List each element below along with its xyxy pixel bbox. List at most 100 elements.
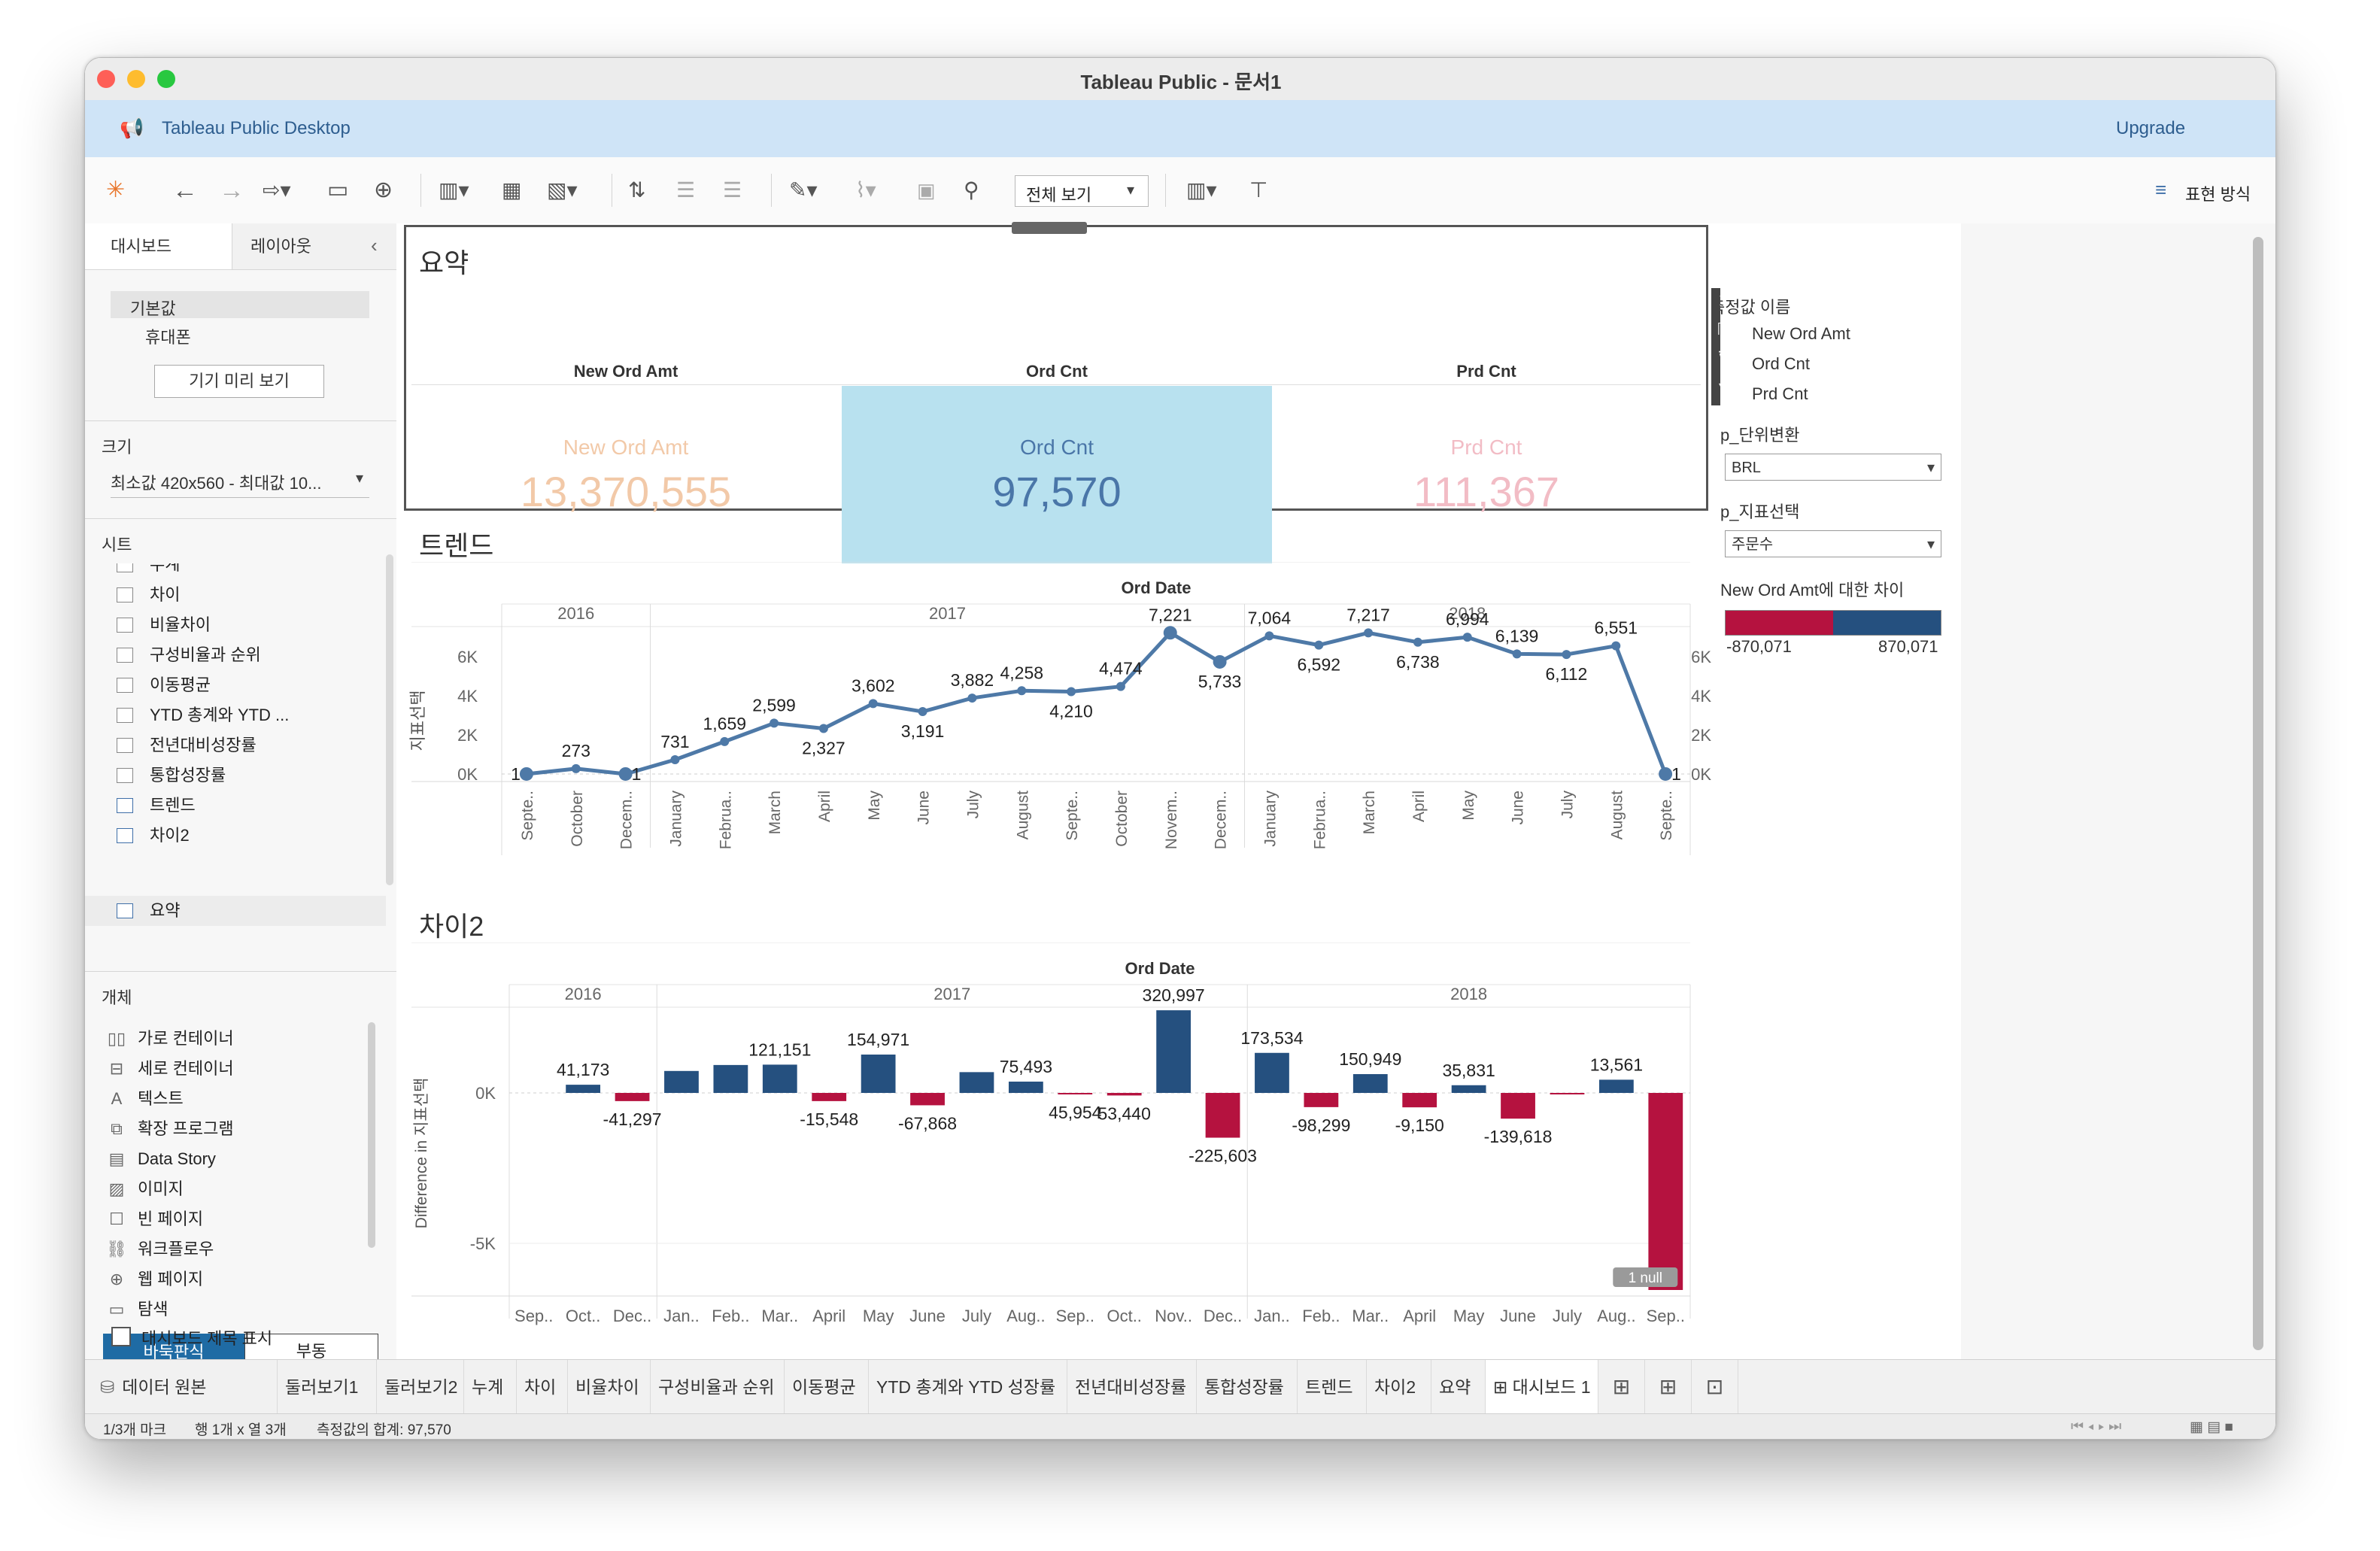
sheets-scrollbar[interactable] xyxy=(386,554,393,885)
add-data-source-icon[interactable]: ⊕ xyxy=(374,178,393,202)
tab-label: 요약 xyxy=(1439,1377,1471,1397)
sheet-item[interactable]: 구성비율과 순위 xyxy=(117,640,261,670)
sheet-item[interactable]: 누계 xyxy=(117,563,180,580)
sheet-tab[interactable]: 둘러보기2 xyxy=(377,1360,464,1414)
close-window-button[interactable] xyxy=(97,70,115,88)
sheet-tab[interactable]: 통합성장률 xyxy=(1197,1360,1298,1414)
zoom-window-button[interactable] xyxy=(157,70,175,88)
legend-item[interactable]: New Ord Amt xyxy=(1752,324,1850,343)
sheet-tab[interactable]: 트렌드 xyxy=(1298,1360,1367,1414)
minimize-window-button[interactable] xyxy=(127,70,145,88)
legend-item[interactable]: Ord Cnt xyxy=(1752,354,1811,373)
sheet-tab[interactable]: 누계 xyxy=(464,1360,517,1414)
sheet-tab[interactable]: 전년대비성장률 xyxy=(1067,1360,1197,1414)
sheet-tab[interactable]: YTD 총계와 YTD 성장률 xyxy=(869,1360,1067,1414)
replay-icon[interactable]: ⇨▾ xyxy=(263,178,291,202)
swap-icon[interactable]: ⇅ xyxy=(628,178,646,202)
highlight-icon[interactable]: ✎▾ xyxy=(789,178,818,202)
unit-param-label: p_단위변환 xyxy=(1720,426,1800,445)
sheet-tab[interactable]: 요약 xyxy=(1431,1360,1486,1414)
x-tick-label: March xyxy=(1361,791,1378,834)
sort-ascending-icon[interactable]: ☰ xyxy=(676,178,696,202)
new-story-icon[interactable]: ⊡ xyxy=(1692,1360,1738,1414)
trend-line-chart[interactable]: Ord Date 2016 2017 2018 0K 0K 2K 2K 4K 4K 6K 6K 지표선택… xyxy=(396,562,1720,893)
presentation-mode-icon[interactable]: ⊤ xyxy=(1249,178,1268,202)
kpi-value-prd-cnt[interactable]: 111,367 xyxy=(1413,468,1560,515)
legend-item[interactable]: Prd Cnt xyxy=(1752,384,1808,403)
sheet-item[interactable]: YTD 총계와 YTD ... xyxy=(117,700,289,730)
horizontal-container-icon: ▯▯ xyxy=(107,1029,126,1048)
tab-label: 둘러보기2 xyxy=(384,1377,458,1397)
year-label: 2018 xyxy=(1450,985,1487,1003)
sheet-item[interactable]: 차이2 xyxy=(117,821,190,851)
tab-dashboard[interactable]: 대시보드 xyxy=(85,223,232,270)
metric-param-select[interactable]: 주문수 xyxy=(1725,530,1941,558)
object-data-story[interactable]: ▤ Data Story xyxy=(105,1144,216,1174)
redo-icon[interactable]: → xyxy=(219,176,244,205)
object-blank[interactable]: ☐ 빈 페이지 xyxy=(105,1204,203,1234)
new-sheet-icon[interactable]: ▥▾ xyxy=(439,178,469,202)
labels-icon[interactable]: ▣ xyxy=(917,179,936,202)
drag-handle[interactable] xyxy=(1012,222,1087,234)
device-phone-item[interactable]: 휴대폰 xyxy=(145,328,191,347)
x-tick-label: Aug.. xyxy=(1006,1307,1045,1325)
sheet-tab[interactable]: 차이2 xyxy=(1367,1360,1431,1414)
difference-bar-chart[interactable]: Ord Date 2016 2017 2018 0K -5K Difference in 지… xyxy=(396,942,1720,1349)
canvas-scrollbar[interactable] xyxy=(2253,237,2263,1350)
tab-data-source[interactable]: ⛁ 데이터 원본 xyxy=(85,1360,278,1414)
kpi-value-ord-cnt[interactable]: 97,570 xyxy=(992,468,1122,515)
size-select[interactable]: 최소값 420x560 - 최대값 10... ▾ xyxy=(111,464,369,498)
group-icon[interactable]: ⌇▾ xyxy=(855,178,876,202)
sheet-item[interactable]: 차이 xyxy=(117,580,180,610)
data-point xyxy=(1462,633,1472,642)
unit-param-select[interactable]: BRL xyxy=(1725,454,1941,481)
clear-sheet-icon[interactable]: ▧▾ xyxy=(547,178,578,202)
sheet-tab[interactable]: 이동평균 xyxy=(785,1360,869,1414)
fit-select[interactable]: 전체 보기 ▾ xyxy=(1015,175,1149,207)
kpi-value-new-ord-amt[interactable]: 13,370,555 xyxy=(520,468,732,515)
sheet-tab[interactable]: 둘러보기1 xyxy=(278,1360,377,1414)
data-label: 35,831 xyxy=(1442,1061,1495,1080)
undo-icon[interactable]: ← xyxy=(172,176,198,205)
object-vertical-container[interactable]: ⊟ 세로 컨테이너 xyxy=(105,1054,234,1084)
object-image[interactable]: ▨ 이미지 xyxy=(105,1174,184,1204)
device-default-row[interactable]: 기본값 xyxy=(111,291,369,318)
data-label: 3,191 xyxy=(901,721,945,741)
sort-descending-icon[interactable]: ☰ xyxy=(723,178,742,202)
sheet-tab[interactable]: 비율차이 xyxy=(568,1360,651,1414)
year-label: 2017 xyxy=(929,604,966,623)
duplicate-sheet-icon[interactable]: ▦ xyxy=(502,178,522,202)
new-worksheet-icon[interactable]: ⊞ xyxy=(1598,1360,1645,1414)
object-navigation[interactable]: ▭ 탐색 xyxy=(105,1295,168,1325)
sheet-tab[interactable]: 구성비율과 순위 xyxy=(651,1360,785,1414)
object-extension[interactable]: ⧉ 확장 프로그램 xyxy=(105,1114,233,1144)
view-toggle-icon[interactable]: ▦ ▤ ■ xyxy=(2190,1419,2233,1435)
fix-axes-icon[interactable]: ⚲ xyxy=(964,178,979,202)
object-web-page[interactable]: ⊕ 웹 페이지 xyxy=(105,1264,203,1295)
object-horizontal-container[interactable]: ▯▯ 가로 컨테이너 xyxy=(105,1024,234,1054)
sheet-item[interactable]: 비율차이 xyxy=(117,610,211,640)
sheet-item[interactable]: 전년대비성장률 xyxy=(117,730,257,760)
tab-layout[interactable]: 레이아웃 xyxy=(232,223,396,270)
diff-color-ramp-negative xyxy=(1726,611,1833,635)
sheet-item[interactable]: 이동평균 xyxy=(117,670,211,700)
new-dashboard-icon[interactable]: ⊞ xyxy=(1645,1360,1692,1414)
sheet-item[interactable]: 트렌드 xyxy=(117,791,196,821)
sheet-item-selected[interactable]: 요약 xyxy=(85,896,386,926)
x-tick-label: Nov.. xyxy=(1155,1307,1192,1325)
sheet-item[interactable]: 통합성장률 xyxy=(117,760,226,791)
y-tick-label: 0K xyxy=(457,765,478,784)
objects-scrollbar[interactable] xyxy=(368,1022,375,1248)
data-label: 154,971 xyxy=(847,1030,909,1049)
tab-dashboard-active[interactable]: ⊞ 대시보드 1 xyxy=(1486,1360,1598,1414)
object-workflow[interactable]: ⛓ 워크플로우 xyxy=(105,1234,214,1264)
device-preview-button[interactable]: 기기 미리 보기 xyxy=(154,365,324,398)
sheet-nav-icon[interactable]: ⏮ ◂ ▸ ⏭ xyxy=(2071,1419,2122,1434)
upgrade-link[interactable]: Upgrade xyxy=(2116,118,2186,138)
sheet-tab[interactable]: 차이 xyxy=(517,1360,568,1414)
save-icon[interactable]: ▭ xyxy=(327,178,349,202)
show-title-checkbox[interactable] xyxy=(111,1327,131,1346)
collapse-panel-icon[interactable]: ‹ xyxy=(371,234,378,256)
object-text[interactable]: A 텍스트 xyxy=(105,1084,184,1114)
show-cards-icon[interactable]: ▥▾ xyxy=(1186,178,1217,202)
